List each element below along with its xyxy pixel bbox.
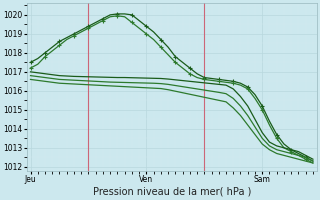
X-axis label: Pression niveau de la mer( hPa ): Pression niveau de la mer( hPa ) [92, 187, 251, 197]
